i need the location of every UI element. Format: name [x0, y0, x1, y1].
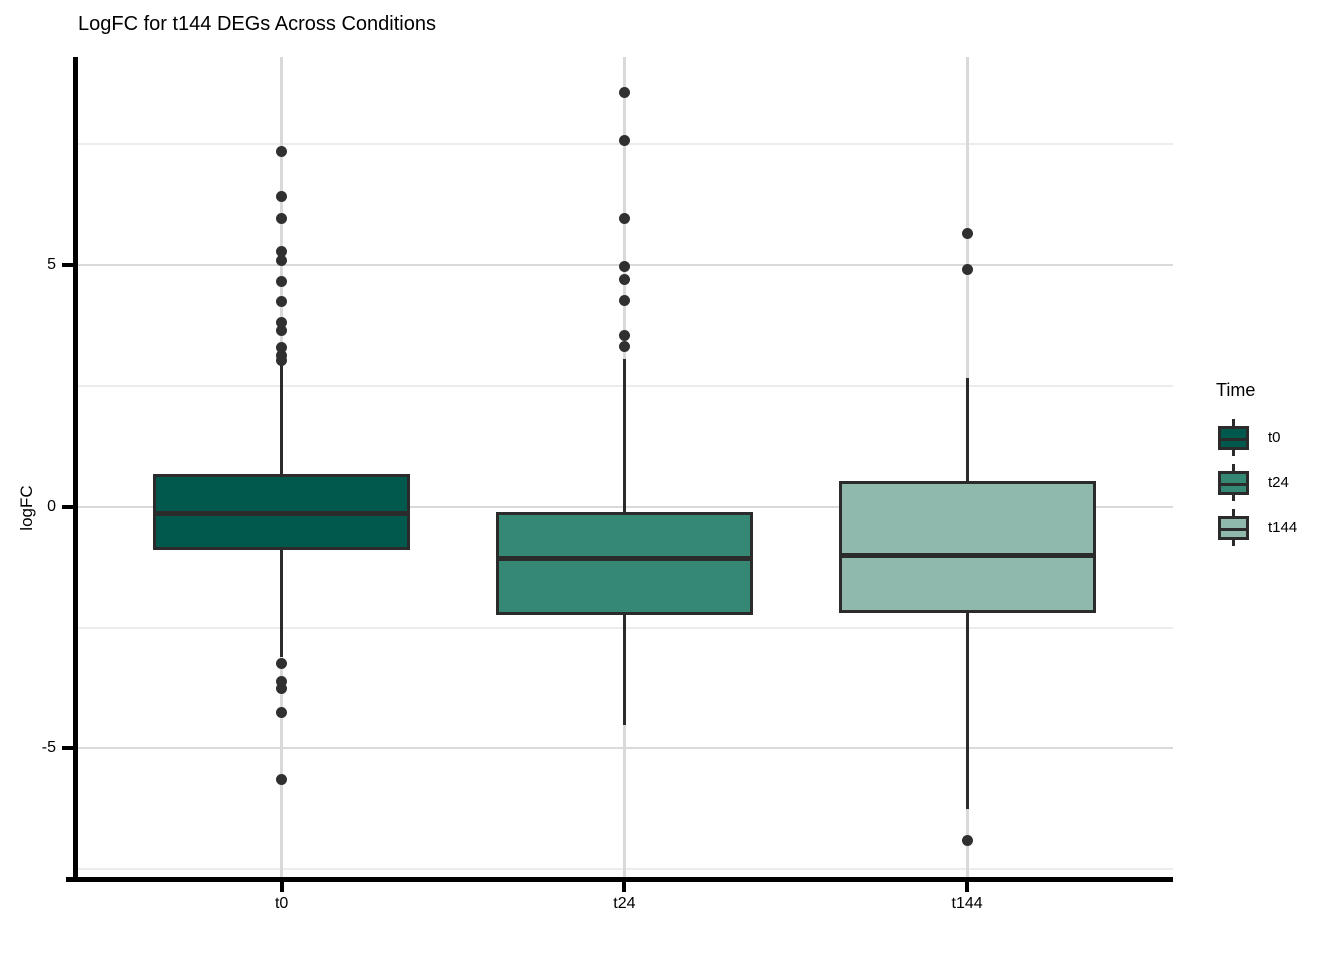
boxplot-key-icon: [1216, 505, 1250, 550]
legend-entry-t0: t0: [1216, 415, 1297, 460]
outlier-point-t0: [276, 682, 288, 694]
x-tick: [622, 882, 627, 892]
outlier-point-t24: [618, 295, 630, 307]
outlier-point-t0: [276, 676, 288, 688]
outlier-point-t24: [618, 274, 630, 286]
chart-title: LogFC for t144 DEGs Across Conditions: [78, 13, 436, 35]
legend-entry-t24: t24: [1216, 460, 1297, 505]
outlier-point-t0: [276, 342, 288, 354]
legend-label: t144: [1268, 519, 1298, 536]
outlier-point-t0: [276, 658, 288, 670]
y-tick: [62, 262, 73, 267]
x-tick-label-t144: t144: [951, 895, 983, 912]
upper-whisker-t0: [280, 364, 284, 475]
x-tick-label-t0: t0: [274, 895, 289, 912]
median-line-t0: [153, 511, 411, 517]
y-tick: [62, 746, 73, 751]
outlier-point-t144: [961, 834, 973, 846]
x-tick-label-t24: t24: [613, 895, 636, 912]
outlier-point-t0: [276, 773, 288, 785]
outlier-point-t24: [618, 134, 630, 146]
outlier-point-t0: [276, 325, 288, 337]
median-line-t144: [838, 553, 1096, 559]
boxplot-box-t24: [495, 512, 753, 615]
upper-whisker-t24: [622, 358, 626, 512]
y-tick-label: 0: [47, 497, 56, 515]
outlier-point-t0: [276, 276, 288, 288]
outlier-point-t0: [276, 212, 288, 224]
outlier-point-t0: [276, 246, 288, 258]
boxplot-box-t144: [838, 481, 1096, 614]
y-tick-label: 5: [47, 255, 56, 273]
outlier-point-t24: [618, 330, 630, 341]
legend-label: t0: [1268, 429, 1281, 446]
outlier-point-t0: [276, 296, 288, 308]
legend: Time t0 t24 t144: [1216, 380, 1297, 550]
outlier-point-t144: [961, 228, 973, 240]
outlier-point-t24: [618, 260, 630, 272]
boxplot-key-icon: [1216, 460, 1250, 505]
boxplot-key-icon: [1216, 415, 1250, 460]
outlier-point-t144: [961, 264, 973, 276]
lower-whisker-t144: [965, 613, 969, 809]
x-axis-line: [66, 877, 1173, 882]
outlier-point-t0: [276, 254, 288, 266]
outlier-point-t0: [276, 190, 288, 202]
lower-whisker-t0: [280, 550, 284, 657]
legend-title: Time: [1216, 380, 1256, 400]
outlier-point-t24: [618, 213, 630, 225]
y-axis-line: [73, 57, 78, 882]
legend-label: t24: [1268, 474, 1289, 491]
upper-whisker-t144: [965, 378, 969, 482]
outlier-point-t24: [618, 341, 630, 353]
lower-whisker-t24: [622, 614, 626, 725]
outlier-point-t24: [618, 87, 630, 99]
x-tick: [279, 882, 284, 892]
median-line-t24: [495, 556, 753, 562]
legend-entry-t144: t144: [1216, 505, 1297, 550]
outlier-point-t0: [276, 145, 288, 157]
x-tick: [965, 882, 970, 892]
outlier-point-t0: [276, 707, 288, 719]
y-tick: [62, 504, 73, 509]
y-tick-label: -5: [41, 739, 56, 757]
outlier-point-t0: [276, 355, 288, 367]
outlier-point-t0: [276, 317, 288, 329]
